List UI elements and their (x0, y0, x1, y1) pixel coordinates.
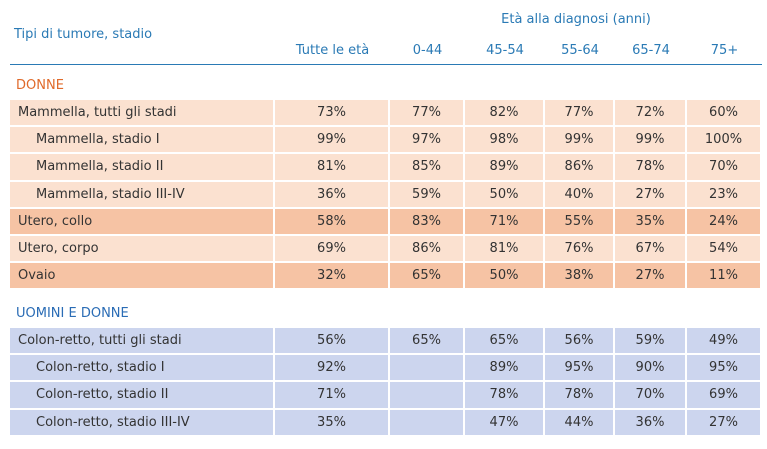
table-cell: 78% (465, 382, 543, 408)
table-cell: 95% (545, 355, 613, 381)
table-cell: 55% (545, 208, 613, 234)
table-cell: 78% (615, 154, 685, 180)
row-label: Ovaio (10, 263, 273, 289)
row-label: Colon-retto, stadio II (10, 382, 273, 408)
section-title: DONNE (16, 78, 64, 93)
table-cell: 56% (275, 328, 388, 354)
table-cell: 86% (390, 236, 463, 262)
table-cell: 65% (390, 263, 463, 289)
column-header: Tutte le età (295, 43, 370, 58)
table-cell: 77% (545, 100, 613, 126)
table-cell: 81% (465, 236, 543, 262)
section-title: UOMINI E DONNE (16, 306, 129, 321)
table-cell: 27% (615, 181, 685, 207)
table-cell: 99% (615, 127, 685, 153)
table-cell: 70% (615, 382, 685, 408)
table-cell: 35% (615, 208, 685, 234)
table-cell: 83% (390, 208, 463, 234)
table-cell: 95% (687, 355, 760, 381)
table-cell: 54% (687, 236, 760, 262)
table-cell: 24% (687, 208, 760, 234)
table-cell: 85% (390, 154, 463, 180)
column-header: 65-74 (632, 43, 670, 58)
table-cell: 89% (465, 154, 543, 180)
table-cell: 71% (275, 382, 388, 408)
table-cell: 89% (465, 355, 543, 381)
table-cell: 35% (275, 409, 388, 435)
table-cell: 32% (275, 263, 388, 289)
table-cell: 47% (465, 409, 543, 435)
table-cell (390, 382, 463, 408)
table-cell: 11% (687, 263, 760, 289)
table-cell: 78% (545, 382, 613, 408)
table-cell: 98% (465, 127, 543, 153)
table-cell: 49% (687, 328, 760, 354)
table-cell: 27% (687, 409, 760, 435)
group-header: Età alla diagnosi (anni) (501, 12, 651, 27)
table-cell: 86% (545, 154, 613, 180)
row-label: Mammella, stadio II (10, 154, 273, 180)
table-cell: 73% (275, 100, 388, 126)
table-cell: 50% (465, 181, 543, 207)
table-cell: 58% (275, 208, 388, 234)
table-cell: 69% (275, 236, 388, 262)
table-cell: 97% (390, 127, 463, 153)
column-header: 45-54 (486, 43, 524, 58)
table-cell (390, 355, 463, 381)
row-label: Utero, corpo (10, 236, 273, 262)
table-cell: 23% (687, 181, 760, 207)
table-cell: 100% (687, 127, 760, 153)
table-cell: 76% (545, 236, 613, 262)
row-label: Colon-retto, stadio III-IV (10, 409, 273, 435)
table-cell: 56% (545, 328, 613, 354)
table-cell: 27% (615, 263, 685, 289)
table-cell: 36% (615, 409, 685, 435)
column-header: 75+ (710, 43, 739, 58)
table-cell: 40% (545, 181, 613, 207)
header-rule (10, 64, 762, 65)
column-header: 0-44 (412, 43, 443, 58)
row-label: Mammella, tutti gli stadi (10, 100, 273, 126)
row-label: Colon-retto, tutti gli stadi (10, 328, 273, 354)
table-cell: 65% (390, 328, 463, 354)
table-cell: 99% (275, 127, 388, 153)
row-label: Mammella, stadio III-IV (10, 181, 273, 207)
table-cell: 38% (545, 263, 613, 289)
table-cell: 90% (615, 355, 685, 381)
row-label: Mammella, stadio I (10, 127, 273, 153)
table-cell: 92% (275, 355, 388, 381)
table-cell: 59% (390, 181, 463, 207)
table-cell: 59% (615, 328, 685, 354)
table-cell: 99% (545, 127, 613, 153)
table-cell: 82% (465, 100, 543, 126)
table-cell: 60% (687, 100, 760, 126)
table-cell: 70% (687, 154, 760, 180)
table-cell: 77% (390, 100, 463, 126)
table-cell: 50% (465, 263, 543, 289)
table-cell: 36% (275, 181, 388, 207)
table-cell: 44% (545, 409, 613, 435)
table-cell: 72% (615, 100, 685, 126)
table-cell: 71% (465, 208, 543, 234)
table-cell: 65% (465, 328, 543, 354)
table-cell: 67% (615, 236, 685, 262)
column-header: 55-64 (561, 43, 599, 58)
row-label: Utero, collo (10, 208, 273, 234)
row-label-header: Tipi di tumore, stadio (14, 27, 153, 42)
table-cell: 69% (687, 382, 760, 408)
row-label: Colon-retto, stadio I (10, 355, 273, 381)
table-cell (390, 409, 463, 435)
table-cell: 81% (275, 154, 388, 180)
